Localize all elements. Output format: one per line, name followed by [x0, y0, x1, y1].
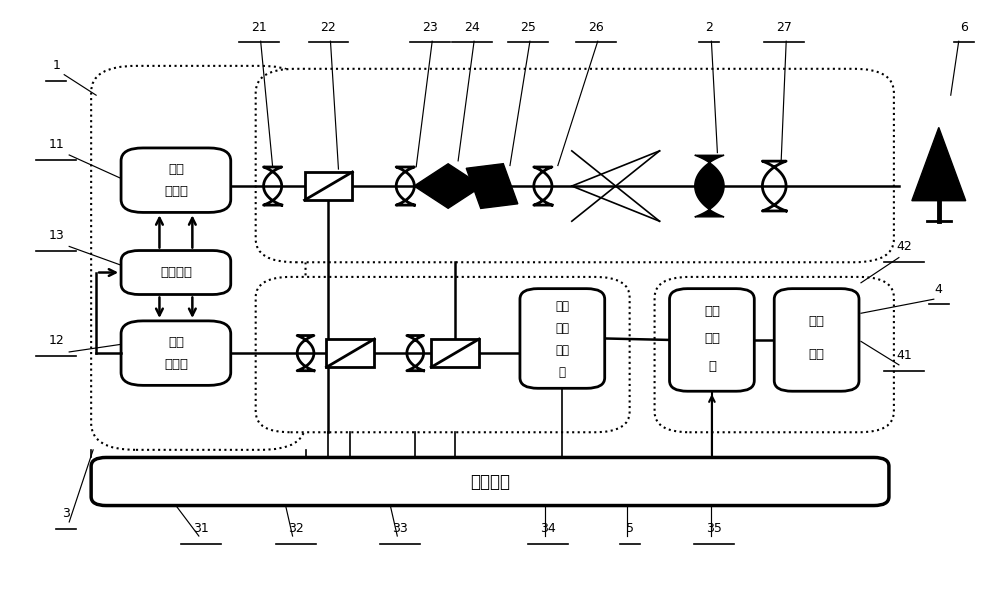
Text: 3: 3	[62, 507, 70, 520]
Text: 25: 25	[520, 21, 536, 34]
Text: 6: 6	[960, 21, 968, 34]
Text: 平衡: 平衡	[555, 322, 569, 335]
Text: 系统: 系统	[809, 348, 825, 361]
Text: 21: 21	[251, 21, 267, 34]
Text: 卡: 卡	[708, 360, 716, 373]
Polygon shape	[912, 127, 966, 201]
Text: 4: 4	[935, 283, 943, 296]
Text: 41: 41	[896, 349, 912, 362]
Text: 32: 32	[288, 522, 303, 535]
Text: 12: 12	[48, 335, 64, 348]
Text: 26: 26	[588, 21, 604, 34]
Polygon shape	[695, 155, 724, 217]
Text: 数据: 数据	[704, 305, 720, 317]
FancyBboxPatch shape	[256, 277, 630, 432]
FancyBboxPatch shape	[256, 69, 894, 262]
Text: 锁定模块: 锁定模块	[160, 266, 192, 279]
Text: 42: 42	[896, 240, 912, 253]
Text: 1: 1	[52, 59, 60, 72]
Text: 23: 23	[422, 21, 438, 34]
Text: 第一: 第一	[168, 163, 184, 176]
Text: 铯原子钟: 铯原子钟	[470, 472, 510, 491]
Text: 27: 27	[776, 21, 792, 34]
Text: 22: 22	[321, 21, 336, 34]
Text: 35: 35	[706, 522, 722, 535]
Text: 第二: 第二	[168, 336, 184, 349]
Bar	[326, 339, 374, 367]
FancyBboxPatch shape	[121, 321, 231, 385]
Text: 器: 器	[559, 366, 566, 379]
FancyBboxPatch shape	[121, 148, 231, 213]
Text: 2: 2	[705, 21, 713, 34]
FancyBboxPatch shape	[670, 289, 754, 391]
Text: 33: 33	[392, 522, 408, 535]
Text: 13: 13	[48, 229, 64, 241]
Text: 采集: 采集	[704, 332, 720, 345]
FancyBboxPatch shape	[774, 289, 859, 391]
Text: 光频梳: 光频梳	[164, 358, 188, 370]
FancyBboxPatch shape	[520, 289, 605, 388]
FancyBboxPatch shape	[91, 66, 306, 450]
FancyBboxPatch shape	[121, 250, 231, 294]
FancyBboxPatch shape	[655, 277, 894, 432]
Text: 探测: 探测	[555, 344, 569, 357]
Text: 31: 31	[193, 522, 209, 535]
Text: 11: 11	[48, 138, 64, 151]
Text: 光学: 光学	[555, 300, 569, 313]
Text: 计算: 计算	[809, 315, 825, 328]
Polygon shape	[466, 164, 518, 209]
Text: 5: 5	[626, 522, 634, 535]
Text: 光频梳: 光频梳	[164, 184, 188, 198]
Bar	[431, 339, 479, 367]
Text: 34: 34	[540, 522, 556, 535]
Text: 24: 24	[464, 21, 480, 34]
Bar	[305, 172, 352, 200]
Polygon shape	[414, 164, 482, 209]
FancyBboxPatch shape	[91, 458, 889, 505]
